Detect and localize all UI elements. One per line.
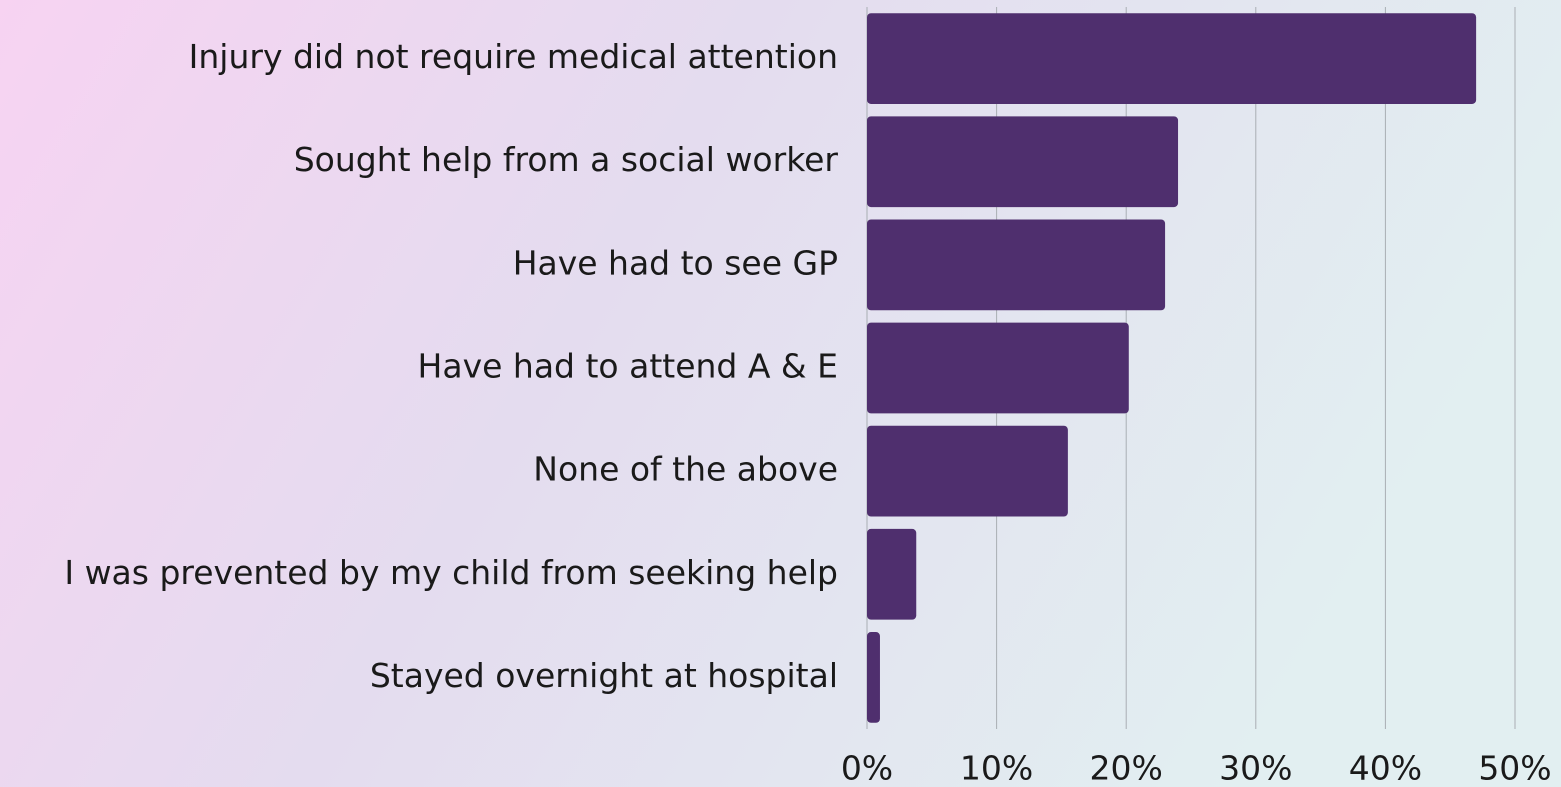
bar bbox=[867, 528, 917, 620]
x-tick-label: 30% bbox=[1219, 749, 1292, 787]
bar bbox=[867, 219, 1166, 311]
y-tick-label: Sought help from a social worker bbox=[294, 140, 839, 179]
x-tick-label: 50% bbox=[1478, 749, 1551, 787]
bar bbox=[867, 116, 1179, 208]
bar bbox=[867, 632, 880, 723]
y-tick-label: Stayed overnight at hospital bbox=[370, 656, 838, 695]
x-tick-label: 20% bbox=[1090, 749, 1163, 787]
x-tick-label: 10% bbox=[960, 749, 1033, 787]
bar bbox=[867, 322, 1129, 414]
y-tick-label: Injury did not require medical attention bbox=[189, 37, 838, 76]
bar bbox=[867, 13, 1477, 104]
y-tick-label: None of the above bbox=[533, 450, 838, 489]
x-tick-label: 0% bbox=[841, 749, 893, 787]
bar bbox=[867, 425, 1068, 517]
y-tick-label: Have had to see GP bbox=[513, 243, 838, 282]
y-tick-label: Have had to attend A & E bbox=[418, 347, 838, 386]
y-tick-label: I was prevented by my child from seeking… bbox=[64, 553, 838, 592]
x-tick-label: 40% bbox=[1349, 749, 1422, 787]
